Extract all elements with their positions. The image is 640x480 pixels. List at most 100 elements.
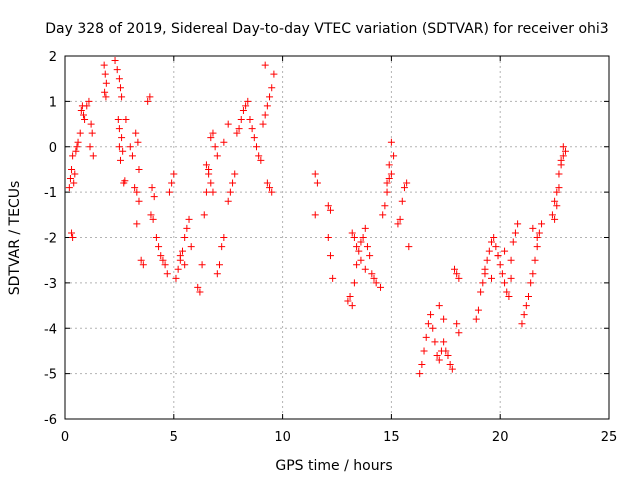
data-point [131, 184, 139, 192]
data-point [102, 93, 110, 101]
data-point [220, 234, 228, 241]
data-point [424, 320, 432, 328]
data-point [220, 138, 228, 146]
data-point [181, 261, 189, 269]
data-point [455, 329, 463, 337]
data-point [257, 156, 265, 164]
data-point [405, 243, 413, 251]
data-point [88, 129, 96, 137]
x-tick-label: 5 [170, 430, 178, 445]
data-point [507, 274, 515, 282]
data-point [448, 365, 456, 373]
data-point [72, 147, 80, 155]
data-point [77, 106, 85, 114]
data-point [444, 351, 452, 359]
data-point [474, 306, 482, 314]
data-point [211, 143, 219, 151]
data-point [433, 351, 441, 359]
data-point [270, 70, 278, 78]
data-point [326, 206, 334, 214]
data-point [555, 170, 563, 178]
data-point [215, 261, 223, 269]
data-point [168, 179, 176, 187]
data-point [527, 279, 535, 287]
data-point [533, 243, 541, 251]
data-point [396, 215, 404, 223]
x-tick-label: 0 [61, 430, 69, 445]
data-point [159, 256, 167, 264]
data-point [152, 234, 160, 241]
data-point [224, 120, 232, 128]
data-point [101, 88, 109, 96]
data-point [366, 252, 374, 260]
data-point [548, 211, 556, 219]
data-point [422, 333, 430, 341]
data-point [259, 120, 267, 128]
data-point [487, 274, 495, 282]
y-tick-label: -6 [44, 413, 57, 428]
data-point [187, 243, 195, 251]
data-point [229, 179, 237, 187]
data-point [387, 170, 395, 178]
data-point [248, 125, 256, 133]
data-point [83, 102, 91, 110]
data-point [255, 152, 263, 160]
data-point [353, 243, 361, 251]
data-point [76, 129, 84, 137]
data-point [139, 261, 147, 269]
data-point [135, 197, 143, 205]
y-tick-label: 0 [49, 141, 57, 156]
data-point [134, 138, 142, 146]
data-point [133, 188, 141, 196]
data-point [118, 93, 126, 101]
data-point [477, 288, 485, 296]
data-point [453, 270, 461, 278]
data-point [551, 215, 559, 223]
data-point [147, 211, 155, 219]
data-point [398, 197, 406, 205]
data-point [555, 184, 563, 192]
data-point [553, 202, 561, 210]
data-point [344, 297, 352, 305]
data-point [87, 120, 95, 128]
data-point [233, 129, 241, 137]
data-point [218, 243, 226, 251]
data-point [551, 197, 559, 205]
data-point [533, 234, 541, 241]
x-axis-label: GPS time / hours [275, 458, 392, 474]
chart-title: Day 328 of 2019, Sidereal Day-to-day VTE… [45, 21, 608, 37]
data-point [198, 261, 206, 269]
data-point [213, 152, 221, 160]
data-point [355, 247, 363, 255]
data-point [146, 93, 154, 101]
data-point [311, 170, 319, 178]
y-tick-label: -4 [44, 322, 57, 337]
data-point [133, 220, 141, 228]
data-point [252, 143, 260, 151]
data-point [518, 320, 526, 328]
data-point [557, 156, 565, 164]
data-point [509, 238, 517, 246]
data-point [498, 270, 506, 278]
data-point [207, 179, 215, 187]
data-point [235, 125, 243, 133]
data-point [363, 243, 371, 251]
data-point [174, 265, 182, 273]
data-point [113, 66, 121, 74]
data-point [115, 75, 123, 83]
data-point [70, 179, 78, 187]
data-point [69, 234, 77, 241]
data-point [503, 288, 511, 296]
data-point [381, 202, 389, 210]
data-point [324, 202, 332, 210]
y-tick-label: -2 [44, 232, 57, 247]
data-point [263, 179, 271, 187]
data-point [350, 234, 358, 241]
data-point [266, 184, 274, 192]
x-tick-label: 15 [383, 430, 400, 445]
data-point [65, 184, 73, 192]
data-point [501, 279, 509, 287]
data-point [119, 147, 127, 155]
data-point [68, 229, 76, 237]
data-point [403, 179, 411, 187]
